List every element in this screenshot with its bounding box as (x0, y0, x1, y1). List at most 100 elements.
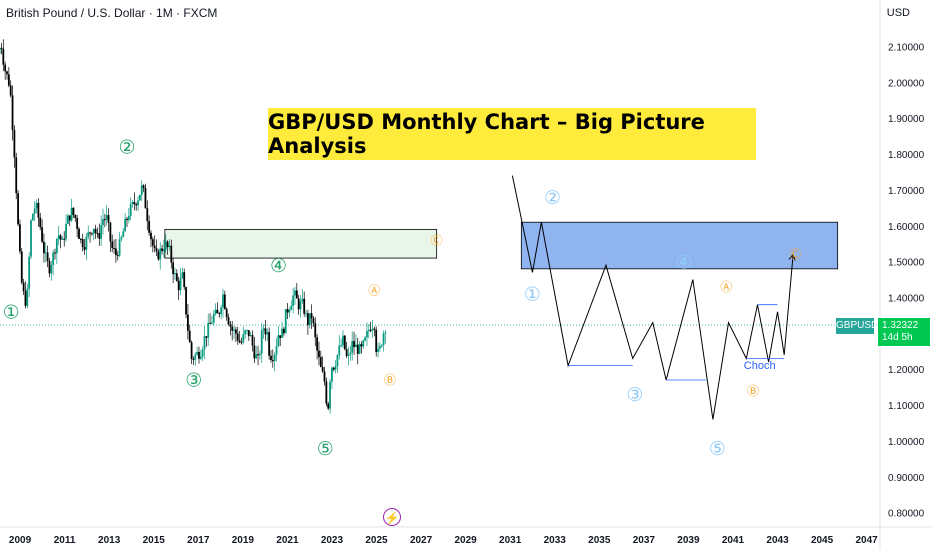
candle-body (118, 239, 121, 256)
candle-body (214, 309, 217, 315)
wave-label: ⑤ (317, 438, 334, 460)
candle-body (55, 238, 58, 254)
candle-body (299, 301, 302, 310)
candle-body (89, 232, 91, 234)
tradingview-logo-icon[interactable]: ⚡ (383, 508, 401, 526)
candle-body (140, 185, 143, 195)
candle-body (13, 130, 16, 158)
candle-body (146, 208, 149, 222)
candle-body (166, 241, 169, 248)
x-tick-label: 2041 (722, 535, 745, 546)
candle-body (144, 187, 147, 209)
candle-body (107, 215, 110, 223)
candle-body (170, 245, 173, 263)
candle-body (96, 233, 99, 235)
candle-body (216, 309, 219, 314)
candle-body (188, 330, 191, 343)
candle-body (275, 346, 278, 355)
candle-body (266, 332, 269, 335)
candle-body (279, 335, 282, 338)
y-tick-label: 0.90000 (888, 473, 925, 484)
projection-zone (520, 221, 839, 270)
candle-body (351, 341, 354, 353)
wave-label: ③ (185, 370, 202, 392)
candle-body (305, 313, 307, 315)
candle-body (105, 215, 108, 220)
y-tick-label: 1.40000 (888, 294, 925, 305)
candle-body (294, 290, 296, 296)
candle-body (131, 201, 134, 204)
candle-body (242, 334, 245, 343)
candle-body (190, 342, 193, 359)
wave-label: ④ (270, 255, 287, 277)
candle-body (172, 262, 175, 275)
candle-body (15, 157, 18, 194)
x-tick-label: 2013 (98, 535, 121, 546)
candle-body (161, 248, 163, 252)
currency-label[interactable]: USD (886, 7, 910, 19)
wave-label: Ⓒ (789, 248, 801, 262)
candle-body (122, 231, 125, 237)
candle-body (338, 345, 341, 356)
candle-body (67, 215, 69, 224)
candle-body (308, 313, 311, 326)
candle-body (290, 305, 293, 310)
candle-body (87, 232, 90, 237)
candle-body (321, 366, 324, 372)
candle-body (262, 328, 265, 331)
candle-body (255, 354, 258, 359)
x-tick-label: 2017 (187, 535, 210, 546)
candle-body (44, 252, 47, 254)
candle-body (334, 366, 337, 370)
candle-body (6, 71, 8, 75)
y-tick-label: 1.80000 (888, 150, 925, 161)
candle-body (295, 290, 298, 299)
y-tick-label: 0.80000 (888, 509, 925, 520)
candle-body (292, 295, 295, 306)
y-tick-label: 1.60000 (888, 222, 925, 233)
candle-body (181, 272, 184, 279)
banner-text: GBP/USD Monthly Chart – Big Picture Anal… (268, 110, 705, 158)
symbol-title: British Pound / U.S. Dollar · 1M · FXCM (6, 6, 218, 20)
candle-body (163, 249, 165, 252)
wave-label: ① (3, 302, 20, 324)
candle-body (336, 355, 339, 367)
wave-label: Ⓑ (384, 373, 396, 387)
candle-body (231, 326, 234, 331)
x-tick-label: 2035 (588, 535, 611, 546)
candle-body (247, 330, 250, 337)
x-tick-label: 2029 (454, 535, 477, 546)
y-tick-label: 1.10000 (888, 401, 925, 412)
x-tick-label: 2045 (811, 535, 834, 546)
candle-body (177, 280, 180, 291)
candle-body (116, 255, 119, 257)
candle-body (246, 330, 248, 332)
candle-body (343, 335, 346, 350)
candle-body (54, 252, 56, 254)
choch-label: Choch (744, 360, 776, 372)
candle-body (354, 344, 357, 348)
candle-body (174, 273, 176, 275)
candle-body (133, 201, 136, 205)
candle-body (139, 194, 141, 201)
candle-body (41, 227, 43, 242)
candle-body (233, 329, 235, 331)
candle-body (129, 203, 132, 217)
candle-body (345, 349, 348, 357)
candle-body (327, 403, 330, 409)
candle-body (342, 335, 344, 346)
x-tick-label: 2019 (232, 535, 255, 546)
candle-body (360, 344, 363, 347)
candle-body (43, 241, 45, 254)
candle-body (203, 336, 206, 350)
candle-body (377, 348, 379, 352)
candle-body (52, 252, 55, 266)
candle-body (207, 322, 210, 338)
candle-body (102, 219, 104, 226)
x-tick-label: 2011 (54, 535, 76, 546)
candle-body (229, 324, 232, 327)
y-tick-label: 1.50000 (888, 258, 925, 269)
candle-body (46, 252, 49, 262)
candle-body (384, 332, 387, 334)
